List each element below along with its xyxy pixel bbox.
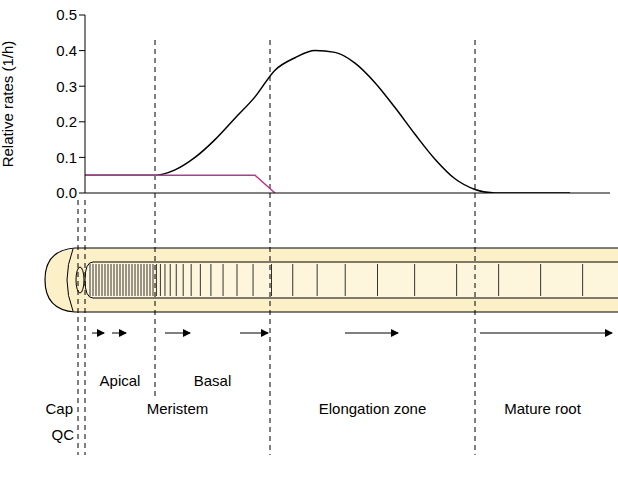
svg-text:0.5: 0.5: [56, 6, 77, 23]
svg-text:0.1: 0.1: [56, 149, 77, 166]
svg-text:0.4: 0.4: [56, 42, 77, 59]
svg-text:Cap: Cap: [45, 400, 73, 417]
svg-text:Mature root: Mature root: [504, 400, 582, 417]
svg-text:Basal: Basal: [194, 372, 232, 389]
svg-text:0.2: 0.2: [56, 113, 77, 130]
svg-text:Elongation zone: Elongation zone: [319, 400, 427, 417]
svg-text:0.3: 0.3: [56, 78, 77, 95]
svg-text:Relative rates (1/h): Relative rates (1/h): [0, 41, 16, 168]
svg-text:0.0: 0.0: [56, 184, 77, 201]
svg-text:Meristem: Meristem: [147, 400, 209, 417]
svg-text:QC: QC: [52, 426, 75, 443]
svg-text:Apical: Apical: [100, 372, 141, 389]
